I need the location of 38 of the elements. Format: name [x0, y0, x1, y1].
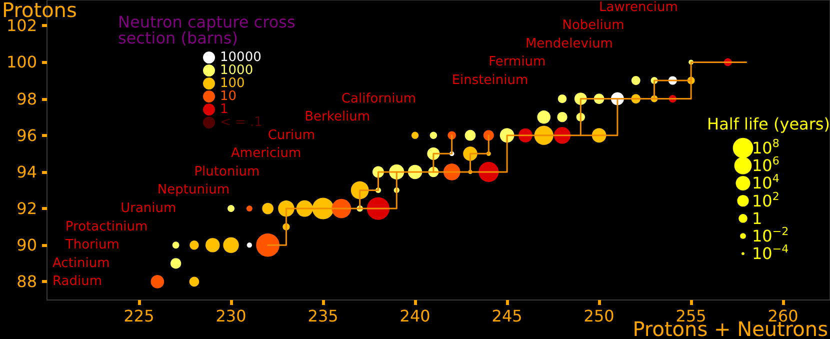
legend-label: 100 [220, 76, 245, 91]
legend-label: 10 [220, 89, 237, 104]
annotation: Neptunium [157, 182, 230, 198]
x-tick-label: 250 [584, 306, 614, 326]
annotation: Uranium [120, 201, 176, 216]
annotation: Protactinium [65, 219, 148, 234]
x-tick-label: 230 [216, 306, 246, 326]
annotation: Thorium [64, 238, 120, 253]
annotation: Fermium [488, 54, 546, 70]
y-tick-label: 94 [16, 162, 37, 182]
annotation: Actinium [52, 256, 110, 271]
legend-label: 1000 [220, 63, 254, 78]
annotation: Radium [52, 274, 102, 290]
annotation: Curium [268, 128, 316, 143]
legend-label: 1 [220, 102, 228, 117]
annotation: Lawrencium [599, 0, 678, 15]
x-tick-label: 240 [400, 306, 430, 326]
legend-label: 1 [752, 208, 762, 228]
legend-label: < = .1 [220, 115, 262, 130]
annotation: Berkelium [304, 110, 370, 125]
y-tick-label: 96 [16, 126, 37, 145]
x-tick-label: 245 [492, 306, 522, 326]
legend-label: 10000 [220, 50, 262, 65]
y-tick-label: 90 [16, 236, 37, 255]
annotation: Einsteinium [452, 72, 528, 88]
annotation: Californium [341, 91, 416, 106]
y-tick-label: 92 [16, 199, 37, 218]
annotation: Plutonium [194, 164, 260, 180]
annotation: Half life (years) [707, 114, 830, 134]
y-tick-label: 88 [16, 272, 37, 292]
legend-title: Neutron capture cross section (barns) [118, 12, 300, 48]
y-tick-label: 100 [6, 52, 37, 72]
x-tick-label: 225 [124, 306, 154, 326]
y-tick-label: 98 [16, 89, 37, 108]
annotation: Mendelevium [525, 36, 613, 52]
annotation: Americium [231, 146, 302, 162]
x-tick-label: 235 [308, 306, 338, 326]
annotation: Nobelium [562, 18, 624, 34]
